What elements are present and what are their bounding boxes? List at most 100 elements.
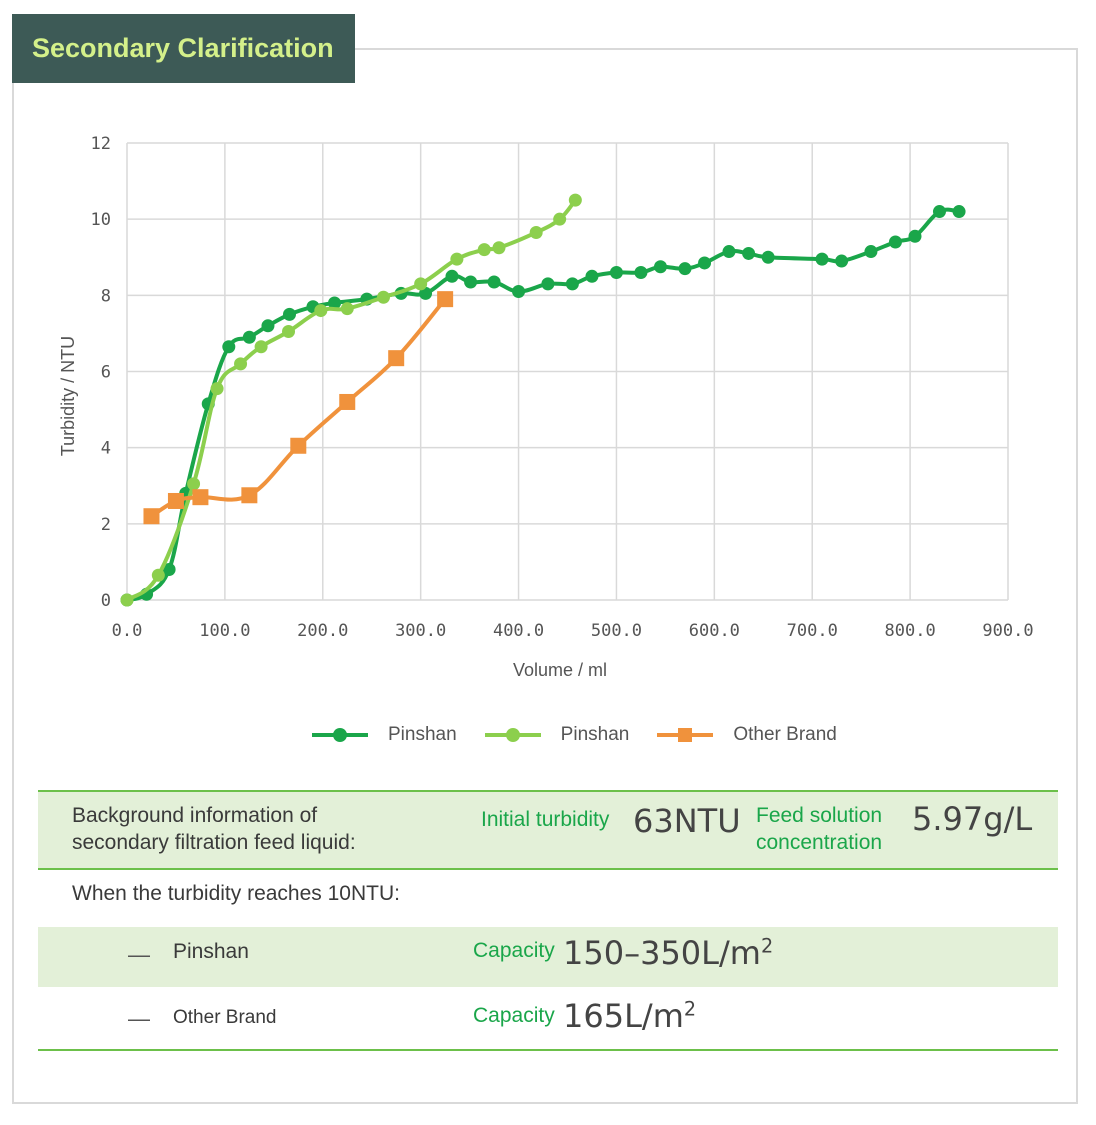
series-1-point-2 [187,477,201,491]
other-brand-dash: — [128,1006,150,1031]
series-0-point-27 [742,246,756,260]
feed-concentration-value: 5.97g/L [912,800,1033,838]
series-1-point-12 [477,243,491,257]
x-tick-label-8: 800.0 [885,621,936,641]
y-axis-label: Turbidity / NTU [58,336,78,456]
x-axis-label: Volume / ml [513,660,607,680]
x-tick-label-5: 500.0 [591,621,642,641]
turbidity-chart: 0.0 100.0 200.0 300.0 400.0 500.0 600.0 700.0 80… [58,134,1034,680]
series-2-point-5 [339,393,356,410]
series-0-point-28 [761,250,775,264]
background-info-line-2: secondary filtration feed liquid: [72,831,356,854]
other-brand-row-name: Other Brand [173,1007,277,1028]
series-0-point-24 [678,262,692,276]
series-line-0 [126,207,960,602]
series-1-point-1 [151,568,165,582]
series-0-point-32 [888,235,902,249]
x-tick-label-1: 100.0 [199,621,250,641]
feed-concentration-label: Feed solution concentration [756,802,882,856]
series-1-point-5 [254,340,268,354]
series-0-point-15 [464,275,478,289]
series-1-point-13 [492,241,506,255]
legend-swatch-other-brand [657,728,714,742]
other-brand-capacity-exp: 2 [683,997,697,1021]
series-0-point-10 [328,296,342,310]
series-2-point-4 [290,437,307,454]
other-brand-capacity-value: 165L/m2 [563,997,696,1035]
page-title: Secondary Clarification [12,14,355,83]
legend-label-pinshan-2: Pinshan [560,724,630,745]
series-0-point-23 [653,260,667,274]
other-brand-capacity-number: 165L/m [563,997,684,1035]
pinshan-capacity-number: 150–350L/m [563,934,761,972]
series-0-point-19 [565,277,579,291]
series-0-point-34 [932,205,946,219]
series-2-point-7 [437,291,454,308]
series-1-point-3 [210,382,224,396]
series-0-point-16 [487,275,501,289]
initial-turbidity-value: 63NTU [633,802,741,840]
series-1-point-10 [414,277,428,291]
x-tick-label-9: 900.0 [982,621,1033,641]
x-tick-label-3: 300.0 [395,621,446,641]
chart-legend: Pinshan Pinshan Other Brand [312,720,865,750]
y-tick-label-6: 12 [91,134,111,154]
legend-item-other-brand: Other Brand [657,724,837,746]
background-info-band [38,790,1058,870]
series-2 [143,291,454,525]
series-1-point-6 [282,325,296,339]
y-tick-label-4: 8 [101,286,111,306]
x-tick-label-4: 400.0 [493,621,544,641]
series-0-point-14 [445,269,459,283]
series-0-point-6 [242,330,256,344]
chart-series [120,193,966,607]
series-0-point-35 [952,205,966,219]
series-0-point-30 [835,254,849,268]
series-0-point-26 [722,245,736,259]
series-0-point-17 [512,285,526,299]
legend-label-other-brand: Other Brand [733,724,837,745]
series-0-point-29 [815,252,829,266]
series-0-point-20 [585,269,599,283]
series-1-point-11 [450,252,464,266]
legend-item-pinshan-2: Pinshan [484,724,630,746]
pinshan-capacity-exp: 2 [760,934,774,958]
series-2-point-0 [143,508,160,525]
other-brand-capacity-row [38,987,1058,1051]
series-1-point-8 [340,302,354,316]
series-0-point-5 [222,340,236,354]
y-tick-label-5: 10 [91,210,111,230]
pinshan-capacity-row [38,927,1058,987]
y-tick-label-0: 0 [101,591,111,611]
feed-concentration-line-1: Feed solution [756,804,883,827]
chart-tick-labels: 0.0 100.0 200.0 300.0 400.0 500.0 600.0 700.0 80… [91,134,1034,641]
series-0-point-18 [541,277,555,291]
condition-text: When the turbidity reaches 10NTU: [72,882,400,905]
series-1-point-0 [120,593,134,607]
legend-item-pinshan-1: Pinshan [312,724,457,746]
pinshan-row-name: Pinshan [173,940,249,963]
legend-swatch-pinshan-2 [484,728,541,742]
x-tick-label-0: 0.0 [112,621,143,641]
series-0-point-25 [698,256,712,270]
series-0-point-8 [282,307,296,321]
initial-turbidity-label: Initial turbidity [481,808,610,831]
x-tick-label-2: 200.0 [297,621,348,641]
feed-concentration-line-2: concentration [756,831,883,854]
x-tick-label-6: 600.0 [689,621,740,641]
series-1-point-9 [376,290,390,304]
series-0-point-22 [634,265,648,279]
background-info-label: Background information of secondary filt… [72,802,356,856]
series-2-point-6 [388,350,405,367]
series-2-point-3 [241,487,258,504]
pinshan-capacity-value: 150–350L/m2 [563,934,773,972]
series-2-point-1 [167,492,184,509]
series-1-point-15 [553,212,567,226]
y-tick-label-2: 4 [101,439,111,459]
series-1-point-16 [568,193,582,207]
series-1-point-4 [234,357,248,371]
other-brand-capacity-label: Capacity [473,1004,555,1027]
series-1-point-7 [314,304,328,318]
series-1-point-14 [529,225,543,239]
series-2-point-2 [192,489,209,506]
